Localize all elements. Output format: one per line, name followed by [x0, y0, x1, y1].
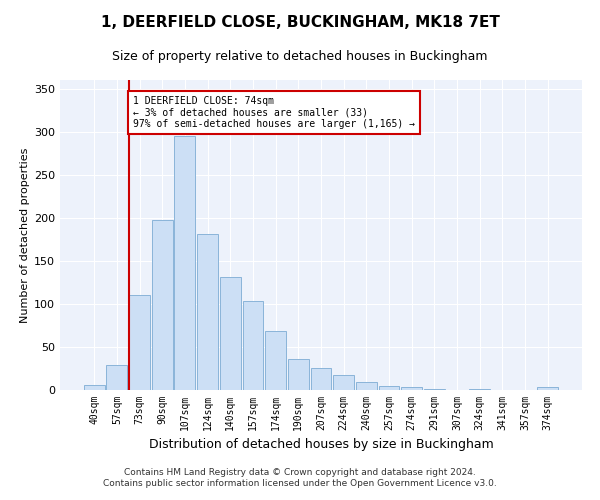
- Text: 1, DEERFIELD CLOSE, BUCKINGHAM, MK18 7ET: 1, DEERFIELD CLOSE, BUCKINGHAM, MK18 7ET: [101, 15, 499, 30]
- Text: Contains HM Land Registry data © Crown copyright and database right 2024.
Contai: Contains HM Land Registry data © Crown c…: [103, 468, 497, 487]
- Bar: [242, 302, 263, 390]
- Bar: [538, 386, 558, 390]
- Y-axis label: Number of detached properties: Number of detached properties: [20, 148, 30, 322]
- Bar: [379, 386, 400, 390]
- Bar: [106, 365, 127, 390]
- Bar: [356, 382, 377, 390]
- Bar: [288, 359, 309, 390]
- Bar: [220, 277, 241, 390]
- X-axis label: Distribution of detached houses by size in Buckingham: Distribution of detached houses by size …: [149, 438, 493, 452]
- Text: Size of property relative to detached houses in Buckingham: Size of property relative to detached ho…: [112, 50, 488, 63]
- Bar: [469, 389, 490, 390]
- Bar: [197, 234, 218, 390]
- Bar: [424, 389, 445, 390]
- Text: 1 DEERFIELD CLOSE: 74sqm
← 3% of detached houses are smaller (33)
97% of semi-de: 1 DEERFIELD CLOSE: 74sqm ← 3% of detache…: [133, 96, 415, 130]
- Bar: [265, 332, 286, 390]
- Bar: [152, 220, 173, 390]
- Bar: [175, 136, 196, 390]
- Bar: [129, 296, 150, 390]
- Bar: [401, 386, 422, 390]
- Bar: [333, 376, 354, 390]
- Bar: [311, 368, 331, 390]
- Bar: [84, 385, 104, 390]
